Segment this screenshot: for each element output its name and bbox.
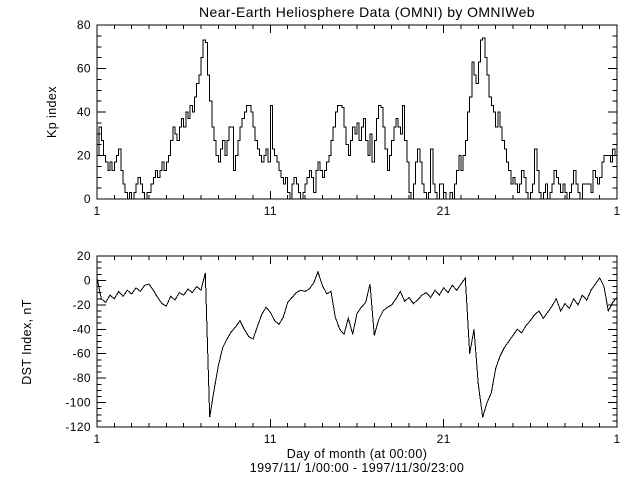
y-tick-label: -100 <box>65 396 91 410</box>
y-tick-label: 0 <box>84 273 91 287</box>
dst-y-axis-label: DST Index, nT <box>20 299 34 385</box>
x-tick-label: 21 <box>437 432 451 446</box>
x-tick-label: 21 <box>437 204 451 218</box>
kp-y-axis-label: Kp index <box>45 86 59 138</box>
y-tick-label: 0 <box>84 192 91 206</box>
chart-title: Near-Earth Heliosphere Data (OMNI) by OM… <box>199 4 535 20</box>
x-tick-label: 1 <box>93 432 100 446</box>
dst-index-panel: DST Index, nT 1 11 21 1200-20-40-60-80-100-… <box>20 249 620 446</box>
y-tick-label: 40 <box>77 105 91 119</box>
x-tick-label: 1 <box>93 204 100 218</box>
y-tick-label: 60 <box>77 62 91 76</box>
y-tick-label: 20 <box>77 149 91 163</box>
x-tick-label: 1 <box>613 432 620 446</box>
y-tick-label: -60 <box>72 347 91 361</box>
Kp index-series-line <box>97 37 617 200</box>
date-range-caption: 1997/11/ 1/00:00 - 1997/11/30/23:00 <box>250 461 464 475</box>
DST Index-series-line <box>96 270 618 418</box>
y-tick-label: -120 <box>65 420 91 434</box>
x-tick-label: 11 <box>264 204 277 218</box>
y-tick-label: -40 <box>72 322 91 336</box>
y-tick-label: -80 <box>72 371 91 385</box>
x-tick-label: 11 <box>264 432 277 446</box>
DST Index-frame <box>96 255 618 428</box>
y-tick-label: -20 <box>72 298 91 312</box>
y-tick-label: 20 <box>77 249 91 263</box>
x-tick-label: 1 <box>613 204 620 218</box>
y-tick-label: 80 <box>77 18 91 32</box>
x-axis-title: Day of month (at 00:00) <box>287 447 428 461</box>
